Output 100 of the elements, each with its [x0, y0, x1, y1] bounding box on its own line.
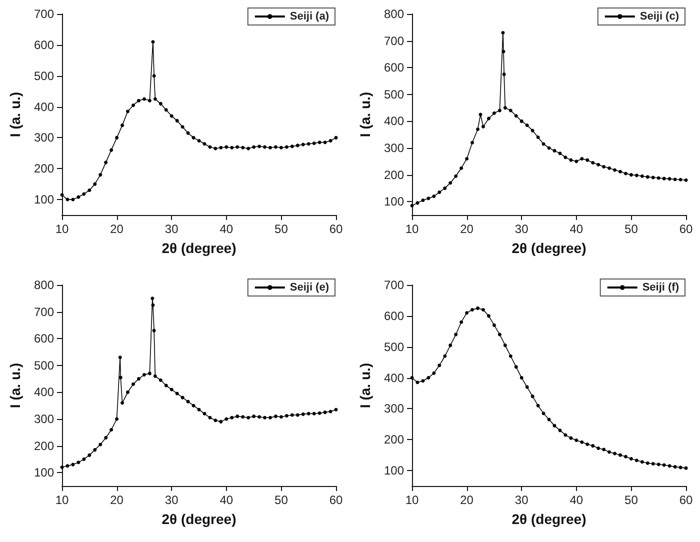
point — [301, 142, 305, 146]
point — [624, 454, 628, 458]
legend-label: Seiji (c) — [640, 10, 680, 22]
point — [508, 108, 512, 112]
point — [197, 408, 201, 412]
point — [503, 344, 507, 348]
point — [558, 152, 562, 156]
point — [301, 412, 305, 416]
point — [591, 444, 595, 448]
point — [202, 142, 206, 146]
y-tick-label: 600 — [384, 60, 404, 75]
y-tick-label: 600 — [34, 332, 54, 346]
x-tick-label: 30 — [164, 493, 179, 507]
point — [668, 177, 672, 181]
point — [104, 436, 108, 440]
point — [530, 394, 534, 398]
point — [502, 72, 506, 76]
point — [236, 414, 240, 418]
y-tick-label: 200 — [34, 438, 54, 453]
point — [274, 145, 278, 149]
point — [284, 145, 288, 149]
point — [323, 140, 327, 144]
point — [432, 194, 436, 198]
y-tick-label: 500 — [34, 68, 54, 83]
point — [564, 156, 568, 160]
point — [175, 392, 179, 396]
point — [60, 465, 64, 469]
point — [88, 453, 92, 457]
y-tick-label: 200 — [34, 162, 54, 176]
y-tick-label: 500 — [384, 87, 404, 102]
point — [258, 144, 262, 148]
point — [258, 415, 262, 419]
point — [241, 146, 245, 150]
point — [148, 98, 152, 102]
point — [432, 371, 436, 375]
point — [241, 415, 245, 419]
point — [312, 412, 316, 416]
legend-label: Seiji (e) — [290, 282, 330, 294]
point — [481, 308, 485, 312]
point — [552, 148, 556, 152]
y-tick-label: 300 — [384, 141, 404, 155]
y-tick-label: 300 — [34, 130, 54, 145]
point — [131, 382, 135, 386]
x-tick-label: 40 — [570, 493, 584, 507]
point — [486, 116, 490, 120]
point — [498, 332, 502, 336]
point — [608, 450, 612, 454]
point — [66, 464, 70, 468]
point — [76, 460, 80, 464]
point — [170, 114, 174, 118]
point — [443, 186, 447, 190]
x-tick-label: 10 — [55, 493, 69, 507]
point — [591, 160, 595, 164]
point — [651, 462, 655, 466]
point — [98, 442, 102, 446]
point — [564, 433, 568, 437]
point — [501, 31, 505, 35]
y-tick-label: 100 — [34, 466, 54, 480]
y-tick-label: 300 — [384, 402, 404, 416]
point — [525, 123, 529, 127]
x-tick-label: 40 — [220, 493, 234, 507]
point — [629, 457, 633, 461]
point — [192, 136, 196, 140]
point — [175, 118, 179, 122]
point — [268, 416, 272, 420]
x-axis-title: 2θ (degree) — [162, 240, 236, 256]
point — [153, 374, 157, 378]
point — [470, 308, 474, 312]
point — [640, 460, 644, 464]
point — [646, 175, 650, 179]
point — [520, 376, 524, 380]
point — [263, 416, 267, 420]
point — [586, 442, 590, 446]
x-tick-label: 50 — [624, 493, 638, 507]
point — [514, 365, 518, 369]
point — [151, 303, 155, 307]
point — [208, 416, 212, 420]
point — [202, 412, 206, 416]
y-tick-label: 100 — [384, 464, 404, 478]
y-tick-label: 600 — [384, 308, 404, 323]
point — [279, 146, 283, 150]
point — [525, 385, 529, 389]
point — [152, 328, 156, 332]
x-tick-label: 60 — [679, 222, 693, 236]
point — [569, 158, 573, 162]
point — [164, 384, 168, 388]
point — [236, 145, 240, 149]
point — [279, 415, 283, 419]
point — [586, 158, 590, 162]
point — [60, 193, 64, 197]
point — [284, 414, 288, 418]
point — [93, 448, 97, 452]
x-tick-label: 40 — [220, 222, 234, 236]
point — [104, 160, 108, 164]
point — [219, 420, 223, 424]
point — [476, 127, 480, 131]
y-tick-label: 100 — [34, 192, 54, 207]
point — [152, 74, 156, 78]
x-tick-label: 10 — [405, 222, 419, 236]
point — [602, 448, 606, 452]
